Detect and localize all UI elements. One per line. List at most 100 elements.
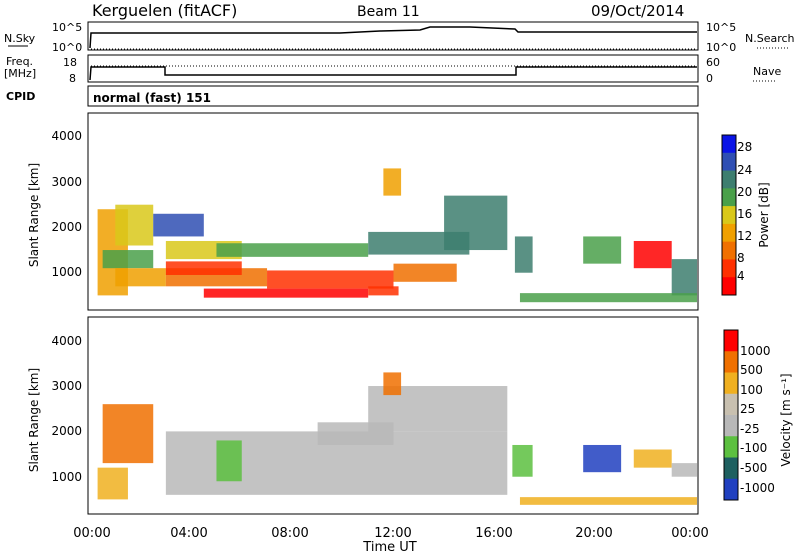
- vel-cbar-tick-neg1000: -1000: [740, 481, 775, 495]
- cpid-mode: normal (fast) 151: [93, 91, 211, 105]
- vel-cbar-tick-100: 100: [740, 383, 763, 397]
- power-ylabel: Slant Range [km]: [27, 163, 41, 267]
- power-cbar-tick-24: 24: [737, 163, 752, 177]
- power-ytick-2000: 2000: [51, 220, 82, 234]
- date-label: 09/Oct/2014: [591, 2, 684, 20]
- nsky-tick-top: 10^5: [52, 21, 82, 34]
- xtick-0400: 04:00: [170, 526, 207, 541]
- xtick-0800: 08:00: [271, 526, 308, 541]
- velocity-echo-region-0: [102, 404, 154, 464]
- velocity-panel: Slant Range [km] 4000 3000 2000 1000 Vel…: [27, 316, 793, 515]
- power-colorbar: [721, 134, 737, 296]
- velocity-echo-region-6: [383, 372, 402, 396]
- freq-unit: [MHz]: [4, 67, 36, 80]
- velocity-colorbar-swatch-4: [724, 415, 738, 437]
- freq-trace: [89, 66, 697, 81]
- power-colorbar-swatch-1: [722, 152, 736, 172]
- power-colorbar-frame: [721, 134, 737, 296]
- xtick-1600: 16:00: [475, 526, 512, 541]
- power-ytick-3000: 3000: [51, 175, 82, 189]
- nsearch-tick-top: 10^5: [706, 21, 736, 34]
- velocity-colorbar: [723, 329, 739, 501]
- vel-ytick-4000: 4000: [51, 334, 82, 348]
- vel-cbar-tick-neg25: -25: [740, 422, 760, 436]
- velocity-echo-region-7: [512, 444, 533, 477]
- xtick-1200: 12:00: [374, 526, 411, 541]
- nsearch-label: N.Search: [745, 32, 795, 45]
- power-echo-region-3: [102, 250, 154, 269]
- nsearch-tick-bottom: 10^0: [706, 41, 736, 54]
- velocity-echo-region-1: [97, 467, 128, 500]
- velocity-heatmap: [97, 372, 697, 505]
- power-colorbar-swatch-7: [722, 259, 736, 278]
- velocity-colorbar-swatch-5: [724, 436, 738, 458]
- vel-cbar-tick-neg100: -100: [740, 441, 767, 455]
- nave-tick-top: 60: [706, 56, 720, 69]
- vel-cbar-tick-1000: 1000: [740, 344, 771, 358]
- power-frame: [87, 112, 699, 311]
- velocity-echo-region-9: [633, 449, 672, 468]
- vel-ytick-2000: 2000: [51, 424, 82, 438]
- power-ytick-1000: 1000: [51, 265, 82, 279]
- vel-cbar-tick-500: 500: [740, 363, 763, 377]
- power-colorbar-label: Power [dB]: [757, 182, 771, 247]
- power-colorbar-swatch-6: [722, 241, 736, 260]
- time-axis: 00:00 04:00 08:00 12:00 16:00 20:00 00:0…: [73, 526, 708, 554]
- nsky-label: N.Sky: [4, 32, 36, 45]
- velocity-ylabel: Slant Range [km]: [27, 368, 41, 472]
- velocity-echo-region-10: [671, 463, 697, 477]
- xtick-0000-end: 00:00: [671, 526, 708, 541]
- cpid-label: CPID: [6, 90, 35, 103]
- velocity-colorbar-swatch-7: [724, 478, 738, 501]
- power-echo-region-11: [203, 288, 369, 298]
- freq-tick-bottom: 8: [69, 72, 76, 85]
- power-cbar-tick-8: 8: [737, 251, 745, 265]
- power-echo-region-18: [633, 240, 672, 269]
- velocity-echo-region-11: [519, 497, 697, 505]
- power-cbar-tick-4: 4: [737, 269, 745, 283]
- nsky-trace: [89, 26, 697, 49]
- freq-panel: Freq. [MHz] 18 8 60 0 Nave: [4, 54, 781, 85]
- vel-cbar-tick-25: 25: [740, 402, 755, 416]
- power-echo-region-19: [671, 259, 697, 296]
- power-colorbar-swatch-3: [722, 188, 736, 207]
- power-echo-region-17: [583, 236, 622, 264]
- vel-ytick-3000: 3000: [51, 379, 82, 393]
- power-echo-region-2: [153, 213, 204, 237]
- freq-tick-top: 18: [63, 56, 77, 69]
- xtick-0000: 00:00: [73, 526, 110, 541]
- cpid-frame: [87, 85, 699, 107]
- power-echo-region-5: [216, 243, 369, 257]
- velocity-echo-region-8: [583, 444, 622, 473]
- nave-label: Nave: [753, 65, 781, 78]
- velocity-echo-region-3: [216, 440, 242, 482]
- power-echo-region-1: [115, 204, 154, 246]
- velocity-colorbar-swatch-3: [724, 393, 738, 416]
- nsky-panel: N.Sky 10^5 10^0 10^5 10^0 N.Search: [4, 21, 795, 54]
- nsky-tick-bottom: 10^0: [52, 41, 82, 54]
- velocity-colorbar-label: Velocity [m s⁻¹]: [779, 373, 793, 466]
- nave-tick-bottom: 0: [706, 72, 713, 85]
- cpid-panel: CPID normal (fast) 151: [6, 85, 699, 107]
- power-echo-region-9: [267, 270, 394, 289]
- xaxis-label: Time UT: [362, 540, 416, 554]
- velocity-colorbar-swatch-2: [724, 372, 738, 395]
- power-echo-region-16: [514, 236, 533, 273]
- power-panel: Slant Range [km] 4000 3000 2000 1000 Pow…: [27, 112, 771, 311]
- power-colorbar-swatch-2: [722, 170, 736, 189]
- velocity-colorbar-swatch-0: [724, 330, 738, 352]
- power-heatmap: [97, 168, 697, 303]
- beam-label: Beam 11: [357, 4, 420, 20]
- freq-frame: [87, 54, 699, 83]
- velocity-frame: [87, 316, 699, 515]
- nsky-frame: [87, 21, 699, 51]
- power-colorbar-swatch-4: [722, 206, 736, 225]
- power-cbar-tick-28: 28: [737, 140, 752, 154]
- power-cbar-tick-12: 12: [737, 229, 752, 243]
- power-echo-region-10: [393, 263, 457, 282]
- power-colorbar-swatch-8: [722, 277, 736, 296]
- velocity-colorbar-swatch-6: [724, 457, 738, 480]
- station-title: Kerguelen (fitACF): [92, 1, 237, 20]
- power-echo-region-14: [444, 195, 508, 251]
